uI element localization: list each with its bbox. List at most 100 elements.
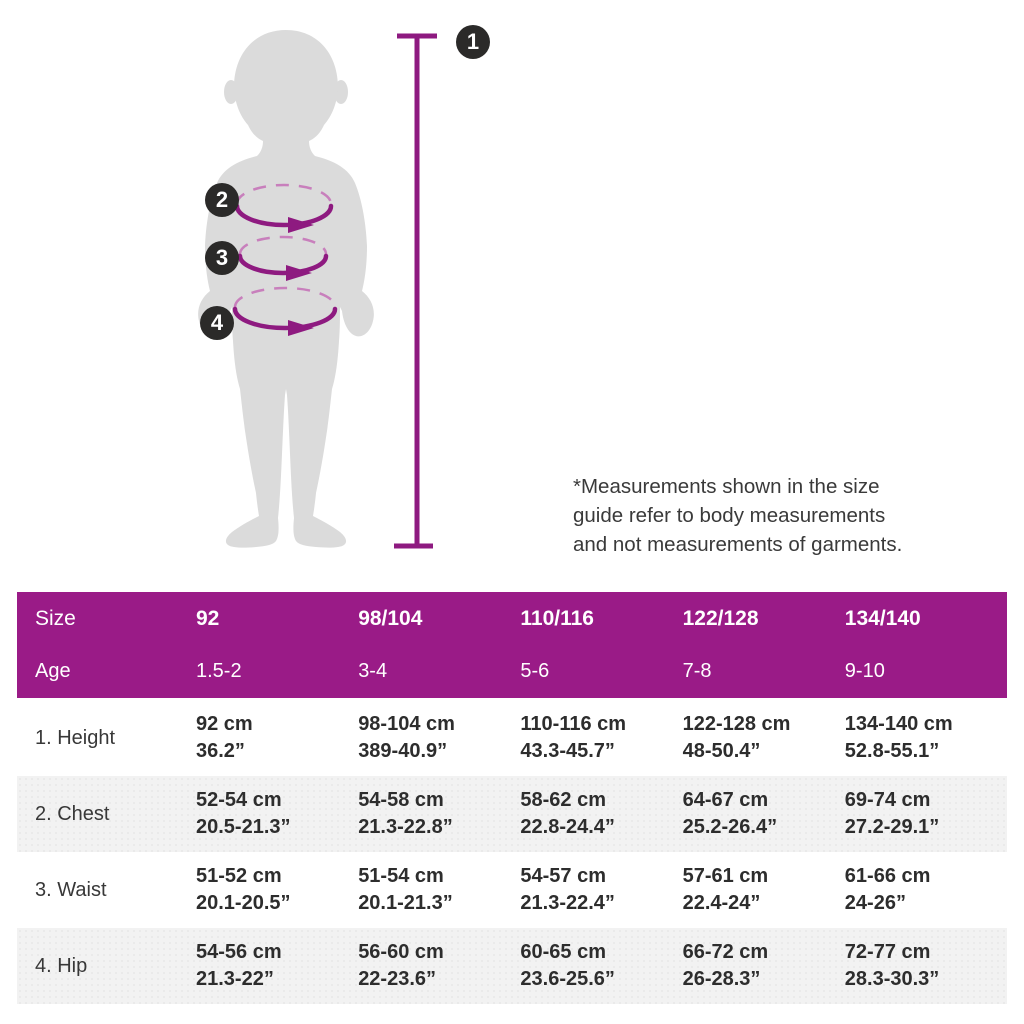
row-label-waist: 3. Waist: [35, 878, 107, 901]
cm-value: 54-57 cm: [520, 865, 607, 887]
waist-cell-5: 61-66 cm 24-26”: [845, 863, 1007, 917]
note-line-1: *Measurements shown in the size: [573, 475, 880, 498]
age-col-2: 3-4: [358, 660, 388, 682]
marker-3-number: 3: [215, 245, 229, 270]
hip-cell-5: 72-77 cm 28.3-30.3”: [845, 939, 1007, 993]
size-header-row: Size 92 98/104 110/116 122/128 134/140: [17, 592, 1007, 645]
inch-value: 22-23.6”: [358, 968, 437, 990]
waist-ring-dashed-arc: [238, 235, 328, 255]
waist-ring-solid-arc: [237, 253, 329, 276]
inch-value: 27.2-29.1”: [844, 816, 940, 838]
row-label-height: 1. Height: [35, 726, 116, 749]
inch-value: 21.3-22”: [196, 968, 274, 990]
waist-cell-2: 51-54 cm 20.1-21.3”: [358, 863, 520, 917]
row-label-chest: 2. Chest: [35, 802, 110, 825]
cm-value: 51-54 cm: [358, 865, 444, 887]
note-line-2: guide refer to body measurements: [573, 504, 886, 527]
table-row-chest: 2. Chest 52-54 cm 20.5-21.3” 54-58 cm 21.3…: [17, 776, 1007, 852]
cm-value: 57-61 cm: [682, 865, 769, 887]
age-col-1: 1.5-2: [196, 660, 242, 682]
size-col-1: 92: [196, 606, 220, 630]
age-row-label: Age: [35, 660, 71, 682]
inch-value: 20.1-21.3”: [358, 892, 453, 914]
marker-2-number: 2: [215, 187, 229, 212]
inch-value: 36.2”: [196, 740, 245, 762]
age-col-4: 7-8: [682, 660, 712, 682]
table-body: 1. Height 92 cm 36.2” 98-104 cm 389-40.9” …: [17, 700, 1007, 1004]
inch-value: 20.5-21.3”: [196, 816, 291, 838]
height-cell-2: 98-104 cm 389-40.9”: [358, 711, 520, 765]
inch-value: 26-28.3”: [682, 968, 761, 990]
inch-value: 22.4-24”: [682, 892, 761, 914]
cm-value: 51-52 cm: [196, 865, 282, 887]
cm-value: 56-60 cm: [358, 941, 444, 963]
measurement-disclaimer-note: *Measurements shown in the size guide re…: [573, 472, 902, 559]
chest-cell-3: 58-62 cm 22.8-24.4”: [520, 787, 682, 841]
cm-value: 66-72 cm: [682, 941, 769, 963]
cm-value: 60-65 cm: [520, 941, 607, 963]
chest-cell-2: 54-58 cm 21.3-22.8”: [358, 787, 520, 841]
cm-value: 61-66 cm: [844, 865, 931, 887]
hip-cell-1: 54-56 cm 21.3-22”: [196, 939, 358, 993]
hip-cell-3: 60-65 cm 23.6-25.6”: [520, 939, 682, 993]
height-cell-1: 92 cm 36.2”: [196, 711, 358, 765]
cm-value: 110-116 cm: [520, 713, 627, 735]
size-col-4: 122/128: [682, 606, 759, 630]
size-guide-table: Size 92 98/104 110/116 122/128 134/140 A…: [17, 592, 1007, 1004]
measurement-diagram: [198, 30, 437, 549]
chest-ring-solid-arc: [234, 203, 334, 228]
inch-value: 389-40.9”: [358, 740, 448, 762]
marker-4-hip-badge: 4: [200, 306, 234, 340]
height-cell-3: 110-116 cm 43.3-45.7”: [520, 711, 682, 765]
waist-cell-1: 51-52 cm 20.1-20.5”: [196, 863, 358, 917]
hip-ring-arrowhead: [288, 320, 314, 336]
inch-value: 24-26”: [844, 892, 906, 914]
height-measure-line: [394, 33, 437, 549]
waist-cell-3: 54-57 cm 21.3-22.4”: [520, 863, 682, 917]
inch-value: 21.3-22.8”: [358, 816, 453, 838]
age-col-3: 5-6: [520, 660, 550, 682]
height-cell-4: 122-128 cm 48-50.4”: [683, 711, 845, 765]
chest-measure-ring: [234, 183, 334, 233]
waist-measure-ring: [237, 235, 329, 281]
table-row-height: 1. Height 92 cm 36.2” 98-104 cm 389-40.9” …: [17, 700, 1007, 776]
hip-cell-2: 56-60 cm 22-23.6”: [358, 939, 520, 993]
cm-value: 134-140 cm: [844, 713, 953, 735]
size-row-label: Size: [35, 606, 76, 630]
inch-value: 48-50.4”: [682, 740, 761, 762]
marker-3-waist-badge: 3: [205, 241, 239, 275]
cm-value: 92 cm: [196, 713, 253, 735]
cm-value: 54-56 cm: [196, 941, 282, 963]
chest-cell-4: 64-67 cm 25.2-26.4”: [683, 787, 845, 841]
size-col-5: 134/140: [844, 606, 921, 630]
size-col-3: 110/116: [520, 606, 594, 630]
inch-value: 20.1-20.5”: [196, 892, 291, 914]
cm-value: 122-128 cm: [682, 713, 791, 735]
marker-1-height-badge: 1: [456, 25, 490, 59]
marker-2-chest-badge: 2: [205, 183, 239, 217]
waist-ring-arrowhead: [286, 265, 312, 281]
age-col-5: 9-10: [844, 660, 885, 682]
chest-ring-dashed-arc: [235, 183, 333, 205]
inch-value: 22.8-24.4”: [520, 816, 615, 838]
height-cell-5: 134-140 cm 52.8-55.1”: [845, 711, 1007, 765]
hip-measure-ring: [232, 286, 338, 336]
table-header: Size 92 98/104 110/116 122/128 134/140 A…: [17, 592, 1007, 698]
size-col-2: 98/104: [358, 606, 423, 630]
inch-value: 52.8-55.1”: [844, 740, 940, 762]
age-header-row: Age 1.5-2 3-4 5-6 7-8 9-10: [17, 645, 1007, 698]
marker-1-number: 1: [466, 29, 480, 54]
row-label-hip: 4. Hip: [35, 954, 88, 977]
marker-4-number: 4: [210, 310, 224, 335]
table-row-hip: 4. Hip 54-56 cm 21.3-22” 56-60 cm 22-23.6”…: [17, 928, 1007, 1004]
hip-ring-solid-arc: [232, 306, 338, 331]
inch-value: 43.3-45.7”: [520, 740, 615, 762]
hip-ring-dashed-arc: [233, 286, 337, 308]
cm-value: 58-62 cm: [520, 789, 607, 811]
hip-cell-4: 66-72 cm 26-28.3”: [683, 939, 845, 993]
inch-value: 23.6-25.6”: [520, 968, 615, 990]
cm-value: 72-77 cm: [844, 941, 931, 963]
inch-value: 28.3-30.3”: [844, 968, 940, 990]
chest-ring-arrowhead: [288, 217, 314, 233]
